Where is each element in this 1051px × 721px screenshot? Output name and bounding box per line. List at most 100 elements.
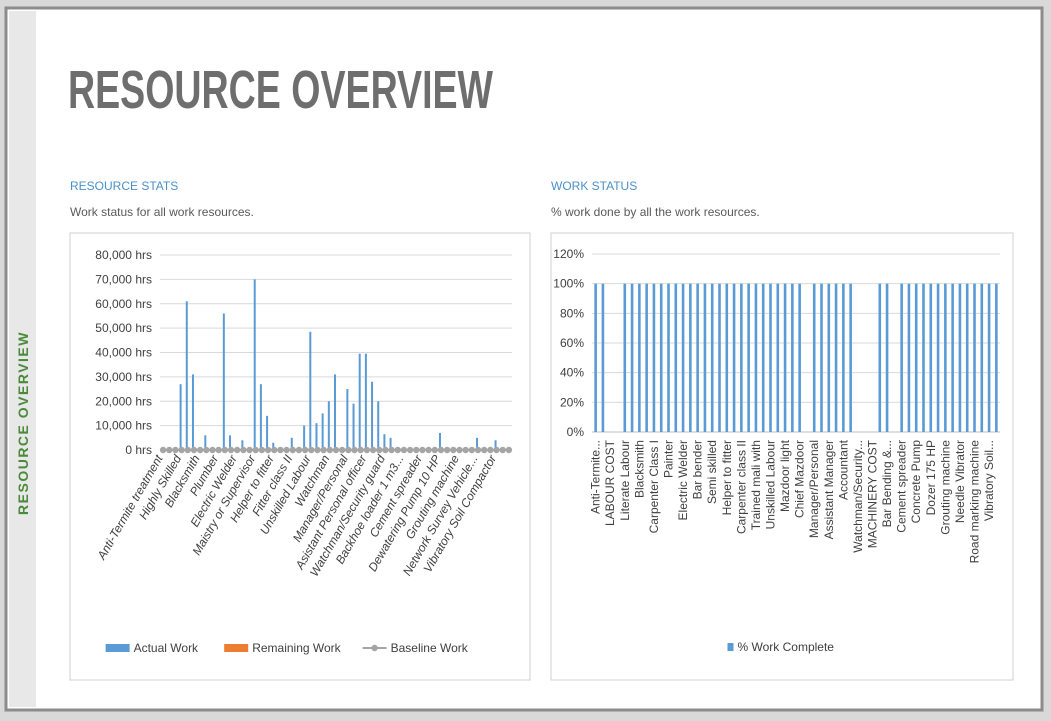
bar bbox=[834, 283, 838, 432]
line-marker bbox=[369, 446, 377, 454]
x-tick-label: Unskilled Labour bbox=[764, 440, 778, 529]
line-marker bbox=[301, 446, 309, 454]
line-marker bbox=[351, 446, 358, 454]
bar bbox=[951, 283, 954, 432]
bar bbox=[783, 283, 787, 432]
bar bbox=[630, 283, 634, 432]
x-tick-label: Vibratory Soil... bbox=[982, 440, 996, 521]
line-marker bbox=[400, 446, 408, 454]
bar bbox=[358, 353, 361, 450]
bar bbox=[995, 283, 998, 432]
line-marker bbox=[474, 446, 482, 454]
bar bbox=[791, 283, 794, 432]
line-marker bbox=[487, 446, 494, 454]
x-tick-label: Concrete Pump bbox=[909, 440, 923, 524]
bar bbox=[718, 283, 721, 432]
line-marker bbox=[332, 446, 340, 454]
line-marker bbox=[271, 446, 278, 454]
x-tick-label: Anti-Termite... bbox=[589, 440, 603, 514]
x-tick-label: Bar bender bbox=[691, 440, 705, 499]
line-marker bbox=[227, 446, 235, 454]
y-tick-label: 60,000 hrs bbox=[95, 297, 152, 311]
bar bbox=[747, 283, 750, 432]
bar bbox=[674, 283, 678, 432]
x-tick-label: Painter bbox=[662, 440, 676, 478]
bar bbox=[936, 283, 940, 432]
legend-label: Actual Work bbox=[134, 641, 199, 655]
bar bbox=[266, 415, 269, 450]
line-marker bbox=[264, 446, 272, 454]
line-marker bbox=[468, 446, 476, 454]
bar bbox=[929, 283, 933, 432]
line-marker bbox=[437, 446, 445, 454]
line-marker bbox=[289, 446, 296, 454]
bar bbox=[907, 283, 911, 432]
bar bbox=[222, 313, 225, 450]
line-marker bbox=[166, 446, 173, 454]
line-marker bbox=[240, 446, 247, 454]
line-marker bbox=[413, 446, 420, 454]
line-marker bbox=[425, 446, 432, 454]
line-marker bbox=[252, 446, 259, 454]
x-tick-label: Electric Welder bbox=[676, 440, 690, 520]
bar bbox=[849, 283, 852, 432]
y-tick-label: 60% bbox=[560, 336, 584, 350]
bar bbox=[885, 283, 889, 432]
bar bbox=[229, 435, 232, 450]
side-label: RESOURCE OVERVIEW bbox=[15, 331, 31, 515]
line-marker bbox=[203, 446, 210, 454]
bar bbox=[346, 389, 349, 450]
x-tick-label: Cement spreader bbox=[895, 440, 909, 533]
bar bbox=[667, 283, 670, 432]
x-tick-label: Chief Mazdoor bbox=[793, 440, 807, 518]
bar bbox=[601, 283, 605, 432]
x-tick-label: LABOUR COST bbox=[603, 439, 617, 526]
bar bbox=[309, 331, 312, 450]
bar bbox=[290, 437, 293, 450]
bar bbox=[754, 283, 758, 432]
line-marker bbox=[345, 446, 352, 454]
x-tick-label: Carpenter class II bbox=[734, 440, 748, 534]
bar bbox=[191, 374, 194, 450]
bar bbox=[798, 283, 801, 432]
bar bbox=[776, 283, 780, 432]
bar bbox=[594, 283, 597, 432]
bar bbox=[710, 283, 714, 432]
line-marker bbox=[363, 446, 371, 454]
chart-subtitle: % work done by all the work resources. bbox=[551, 205, 760, 219]
chart-title: WORK STATUS bbox=[551, 179, 637, 193]
line-marker bbox=[456, 446, 463, 454]
x-tick-label: Trained mali with bbox=[749, 440, 763, 530]
line-marker bbox=[450, 446, 457, 454]
y-tick-label: 80,000 hrs bbox=[95, 248, 152, 262]
x-tick-label: Helper to fitter bbox=[720, 440, 734, 515]
line-marker bbox=[215, 446, 222, 454]
bar bbox=[696, 283, 699, 432]
y-tick-label: 40,000 hrs bbox=[95, 346, 152, 360]
line-marker bbox=[295, 446, 303, 454]
bar bbox=[703, 283, 707, 432]
line-marker bbox=[443, 446, 451, 454]
bar bbox=[364, 353, 367, 450]
bar bbox=[652, 283, 656, 432]
x-tick-label: Road marking machine bbox=[968, 440, 982, 564]
bar bbox=[914, 283, 918, 432]
bar bbox=[965, 283, 969, 432]
y-tick-label: 80% bbox=[560, 306, 584, 320]
bar bbox=[383, 434, 386, 450]
line-marker bbox=[320, 446, 327, 454]
line-marker bbox=[209, 446, 216, 454]
line-marker bbox=[308, 446, 315, 454]
y-tick-label: 100% bbox=[553, 277, 584, 291]
x-tick-label: Blacksmith bbox=[632, 440, 646, 498]
y-tick-label: 0% bbox=[567, 425, 585, 439]
line-marker bbox=[184, 446, 191, 454]
y-tick-label: 70,000 hrs bbox=[95, 272, 152, 286]
bar bbox=[645, 283, 648, 432]
bar bbox=[303, 425, 306, 450]
line-marker bbox=[419, 446, 426, 454]
legend-label: % Work Complete bbox=[738, 640, 835, 654]
line-marker bbox=[338, 446, 346, 454]
line-marker bbox=[277, 446, 284, 454]
line-marker bbox=[481, 446, 488, 454]
